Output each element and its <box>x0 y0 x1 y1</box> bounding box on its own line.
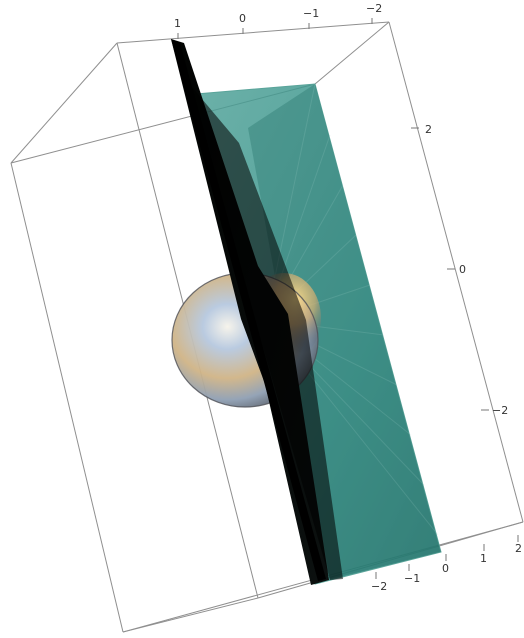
teal-plane-inner-shade <box>248 84 441 579</box>
box-edge-left-front <box>10 162 124 633</box>
bottom-axis-tick-label: 0 <box>442 562 449 575</box>
axis-ticks <box>177 18 519 579</box>
dark-plane <box>171 39 343 585</box>
box-edge-top-back <box>116 21 390 44</box>
right-axis-tick-label: 0 <box>459 263 466 276</box>
box-edge-bottom-left <box>122 597 259 633</box>
top-axis-tick-label: −1 <box>303 7 319 20</box>
bottom-axis-tick-label: −1 <box>404 572 420 585</box>
box-edge-right-back <box>388 21 524 523</box>
bottom-axis-tick-label: −2 <box>371 580 387 593</box>
bottom-axis-tick-label: 1 <box>480 552 487 565</box>
right-axis-tick-label: 2 <box>425 123 432 136</box>
right-axis-tick-label: −2 <box>492 404 508 417</box>
bottom-axis-tick-label: 2 <box>515 542 522 555</box>
dark-plane-spine <box>171 39 326 581</box>
top-axis-tick-label: 1 <box>174 17 181 30</box>
axis-labels: 1 0 −1 −2 2 0 −2 −2 −1 0 1 2 <box>174 2 522 593</box>
box-edge-top-right <box>314 21 390 85</box>
box-edge-top-left <box>10 42 118 164</box>
top-axis-tick-label: 0 <box>239 12 246 25</box>
dark-plane-shadow <box>186 80 343 580</box>
top-axis-tick-label: −2 <box>366 2 382 15</box>
